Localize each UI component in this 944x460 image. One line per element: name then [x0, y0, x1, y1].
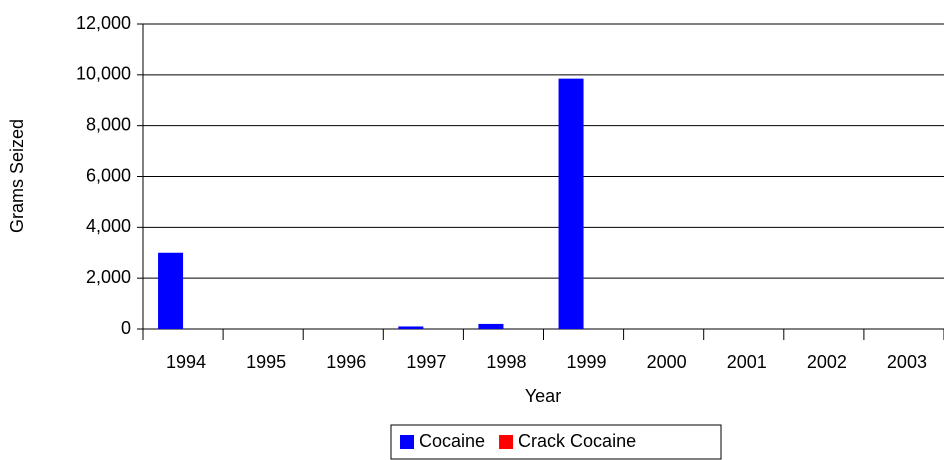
y-axis-title: Grams Seized [7, 119, 27, 233]
y-tick-label: 12,000 [76, 13, 131, 33]
y-tick-label: 4,000 [86, 216, 131, 236]
x-tick-label: 1997 [406, 352, 446, 372]
x-tick-label: 1994 [166, 352, 206, 372]
bar [158, 252, 184, 329]
legend-swatch [499, 435, 514, 449]
x-tick-label: 2000 [647, 352, 687, 372]
x-tick-label: 2001 [727, 352, 767, 372]
x-tick-label: 1996 [326, 352, 366, 372]
bar [558, 78, 584, 329]
legend-label: Crack Cocaine [518, 431, 636, 451]
bar [478, 323, 504, 329]
bar [398, 326, 424, 329]
y-tick-label: 10,000 [76, 64, 131, 84]
y-tick-label: 8,000 [86, 114, 131, 134]
y-tick-label: 2,000 [86, 267, 131, 287]
x-axis-title: Year [525, 386, 561, 406]
legend-box [390, 424, 722, 460]
x-tick-label: 2003 [887, 352, 927, 372]
x-tick-label: 1995 [246, 352, 286, 372]
x-tick-label: 1998 [486, 352, 526, 372]
legend-label: Cocaine [419, 431, 485, 451]
y-tick-label: 0 [121, 318, 131, 338]
y-tick-label: 6,000 [86, 165, 131, 185]
x-tick-label: 2002 [807, 352, 847, 372]
x-tick-label: 1999 [567, 352, 607, 372]
legend-swatch [400, 435, 414, 449]
